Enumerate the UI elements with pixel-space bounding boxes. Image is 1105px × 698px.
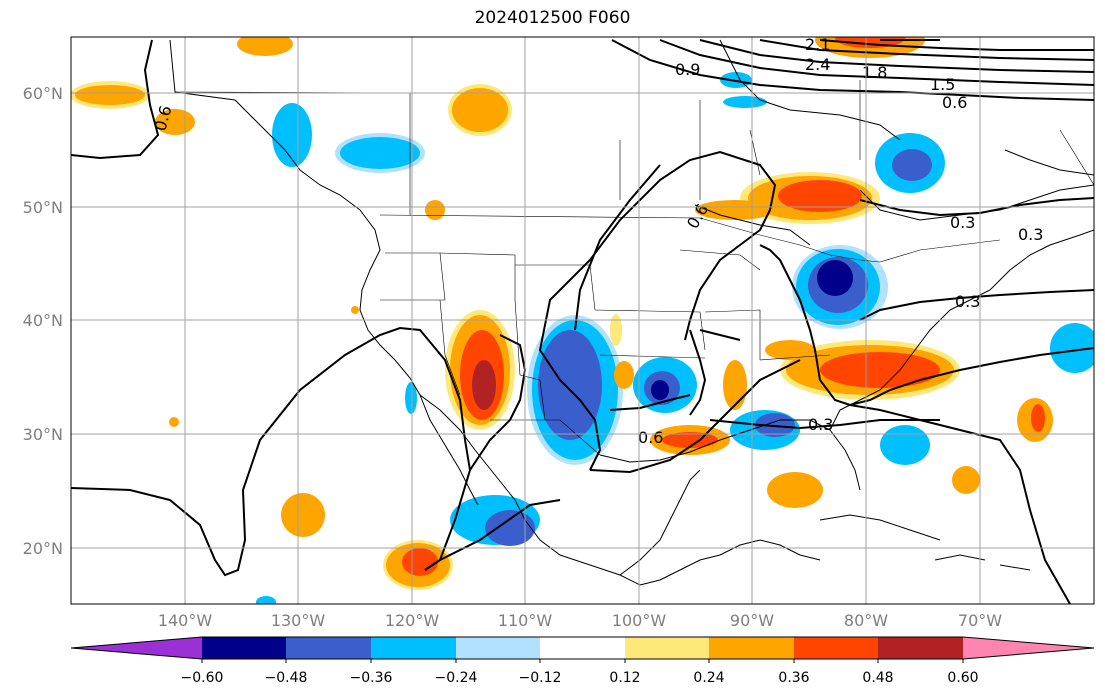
- contours: [71, 39, 1094, 604]
- lon-labels: 140°W 130°W 120°W 110°W 100°W 90°W 80°W …: [158, 611, 1002, 630]
- colorbar: [70, 636, 1095, 663]
- colorbar-tick: −0.60: [181, 670, 224, 686]
- colorbar-tick: 0.48: [862, 670, 893, 686]
- colorbar-extend-low: [71, 637, 202, 659]
- borders: [174, 80, 1094, 456]
- colorbar-segment: [625, 637, 709, 659]
- colorbar-segment: [456, 637, 540, 659]
- colorbar-segment: [286, 637, 371, 659]
- contour-label: 2.1: [805, 35, 830, 54]
- colorbar-tick: 0.60: [947, 670, 978, 686]
- shaded-fields: [71, 37, 1094, 604]
- gridlines: [71, 37, 1094, 604]
- colorbar-ticks: −0.60 −0.48 −0.36 −0.24 −0.12 0.12 0.24 …: [181, 670, 979, 686]
- colorbar-segment: [878, 637, 963, 659]
- lon-label: 70°W: [958, 611, 1002, 630]
- colorbar-segment: [709, 637, 794, 659]
- contour-label: 2.4: [805, 55, 830, 74]
- contour-label: 1.5: [930, 75, 955, 94]
- colorbar-tick: −0.24: [435, 670, 478, 686]
- colorbar-segment: [794, 637, 878, 659]
- colorbar-segment: [540, 637, 625, 659]
- lon-label: 90°W: [730, 611, 774, 630]
- colorbar-tick: 0.36: [778, 670, 809, 686]
- map-frame: [70, 36, 1095, 605]
- colorbar-tick: 0.12: [609, 670, 640, 686]
- lon-label: 100°W: [612, 611, 667, 630]
- contour-label: 0.3: [1018, 225, 1043, 244]
- lat-labels: 60°N 50°N 40°N 30°N 20°N: [23, 84, 63, 558]
- lat-label: 60°N: [23, 84, 63, 103]
- lon-label: 80°W: [844, 611, 888, 630]
- lon-label: 120°W: [385, 611, 440, 630]
- contour-label: 1.8: [862, 63, 887, 82]
- colorbar-tick: −0.48: [265, 670, 308, 686]
- contour-label: 0.6: [942, 93, 967, 112]
- map-title: 2024012500 F060: [474, 8, 631, 28]
- colorbar-tick: −0.12: [519, 670, 562, 686]
- lon-label: 110°W: [498, 611, 553, 630]
- colorbar-tick: 0.24: [693, 670, 724, 686]
- contour-label: 0.9: [675, 60, 700, 79]
- contour-label: 0.3: [955, 292, 980, 311]
- contour-label: 0.3: [808, 415, 833, 434]
- lat-label: 50°N: [23, 198, 63, 217]
- contour-label: 0.6: [638, 428, 663, 447]
- contour-label: 0.3: [950, 213, 975, 232]
- colorbar-extend-high: [963, 637, 1094, 659]
- lat-label: 40°N: [23, 311, 63, 330]
- colorbar-segment: [371, 637, 456, 659]
- contour-labels: 0.6 0.9 2.1 2.4 1.8 1.5 0.6 0.6 0.3 0.3 …: [151, 35, 1044, 447]
- lon-label: 140°W: [158, 611, 213, 630]
- lat-label: 30°N: [23, 425, 63, 444]
- colorbar-tick: −0.36: [350, 670, 393, 686]
- map-area: 0.6 0.9 2.1 2.4 1.8 1.5 0.6 0.6 0.3 0.3 …: [71, 35, 1094, 604]
- lat-label: 20°N: [23, 539, 63, 558]
- lon-label: 130°W: [271, 611, 326, 630]
- colorbar-segment: [202, 637, 286, 659]
